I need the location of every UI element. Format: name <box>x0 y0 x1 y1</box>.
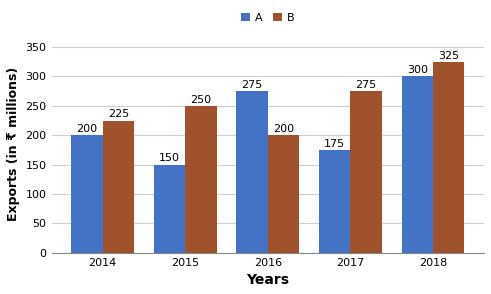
Text: 325: 325 <box>438 51 459 61</box>
Text: 175: 175 <box>324 139 345 149</box>
Text: 275: 275 <box>242 80 263 90</box>
Bar <box>351 91 382 253</box>
X-axis label: Years: Years <box>246 273 289 287</box>
Bar <box>402 76 433 253</box>
Bar <box>236 91 268 253</box>
Y-axis label: Exports (in ₹ millions): Exports (in ₹ millions) <box>7 67 20 221</box>
Bar <box>185 106 217 253</box>
Legend: A, B: A, B <box>237 8 299 27</box>
Text: 200: 200 <box>273 124 294 134</box>
Bar <box>154 165 185 253</box>
Bar <box>103 121 134 253</box>
Text: 250: 250 <box>191 95 212 105</box>
Bar <box>71 135 103 253</box>
Text: 275: 275 <box>355 80 377 90</box>
Bar <box>319 150 351 253</box>
Text: 150: 150 <box>159 153 180 163</box>
Text: 200: 200 <box>76 124 97 134</box>
Text: 225: 225 <box>108 109 129 119</box>
Bar <box>433 62 464 253</box>
Bar <box>268 135 299 253</box>
Text: 300: 300 <box>407 65 428 75</box>
